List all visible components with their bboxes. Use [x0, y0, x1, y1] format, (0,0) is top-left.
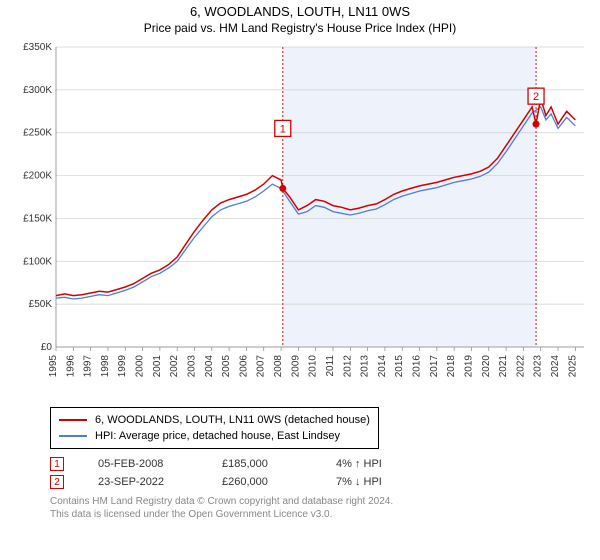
- legend-label-1: 6, WOODLANDS, LOUTH, LN11 0WS (detached …: [95, 414, 370, 426]
- sale-date-1: 05-FEB-2008: [98, 458, 188, 470]
- sale-marker-2: 2: [50, 475, 64, 489]
- svg-text:1998: 1998: [100, 355, 111, 378]
- sale-price-2: £260,000: [222, 476, 302, 488]
- sale-delta-2: 7% ↓ HPI: [336, 476, 426, 488]
- svg-text:2013: 2013: [360, 355, 371, 378]
- footer-line-2: This data is licensed under the Open Gov…: [50, 508, 590, 521]
- svg-text:1995: 1995: [48, 355, 59, 378]
- footer-line-1: Contains HM Land Registry data © Crown c…: [50, 495, 590, 508]
- legend-swatch-1: [59, 419, 87, 421]
- svg-text:2009: 2009: [290, 355, 301, 378]
- sale-events: 1 05-FEB-2008 £185,000 4% ↑ HPI 2 23-SEP…: [50, 457, 590, 489]
- svg-text:1: 1: [280, 123, 286, 135]
- sale-marker-1: 1: [50, 457, 64, 471]
- svg-text:2025: 2025: [567, 355, 578, 378]
- svg-text:2005: 2005: [221, 355, 232, 378]
- svg-text:2018: 2018: [446, 355, 457, 378]
- svg-text:2008: 2008: [273, 355, 284, 378]
- svg-text:2007: 2007: [256, 355, 267, 378]
- legend: 6, WOODLANDS, LOUTH, LN11 0WS (detached …: [50, 407, 379, 449]
- svg-text:£300K: £300K: [23, 85, 52, 96]
- svg-text:2023: 2023: [533, 355, 544, 378]
- svg-text:2022: 2022: [515, 355, 526, 378]
- legend-row-2: HPI: Average price, detached house, East…: [59, 428, 370, 444]
- svg-text:2011: 2011: [325, 355, 336, 377]
- svg-text:2016: 2016: [412, 355, 423, 378]
- svg-text:2014: 2014: [377, 355, 388, 378]
- svg-text:2002: 2002: [169, 355, 180, 378]
- svg-text:1999: 1999: [117, 355, 128, 378]
- svg-text:2017: 2017: [429, 355, 440, 378]
- svg-text:2003: 2003: [186, 355, 197, 378]
- chart-title: 6, WOODLANDS, LOUTH, LN11 0WS: [10, 4, 590, 19]
- svg-text:£200K: £200K: [23, 171, 52, 182]
- svg-text:2012: 2012: [342, 355, 353, 378]
- chart-title-block: 6, WOODLANDS, LOUTH, LN11 0WS Price paid…: [10, 4, 590, 35]
- svg-text:2021: 2021: [498, 355, 509, 378]
- chart-subtitle: Price paid vs. HM Land Registry's House …: [10, 21, 590, 35]
- svg-text:2: 2: [533, 91, 539, 103]
- svg-text:2024: 2024: [550, 355, 561, 378]
- svg-text:£250K: £250K: [23, 128, 52, 139]
- svg-text:£0: £0: [41, 342, 53, 353]
- svg-text:1997: 1997: [83, 355, 94, 378]
- svg-text:2000: 2000: [135, 355, 146, 378]
- svg-text:£100K: £100K: [23, 256, 52, 267]
- svg-text:£350K: £350K: [23, 42, 52, 53]
- svg-text:2010: 2010: [308, 355, 319, 378]
- svg-text:2019: 2019: [463, 355, 474, 378]
- sale-delta-1: 4% ↑ HPI: [336, 458, 426, 470]
- sale-date-2: 23-SEP-2022: [98, 476, 188, 488]
- price-chart: £0 £50K £100K £150K £200K £250K £300K £350K 1995…: [10, 41, 590, 401]
- svg-text:£50K: £50K: [29, 299, 53, 310]
- svg-text:2006: 2006: [238, 355, 249, 378]
- svg-text:1996: 1996: [65, 355, 76, 378]
- legend-label-2: HPI: Average price, detached house, East…: [95, 430, 340, 442]
- legend-swatch-2: [59, 435, 87, 437]
- sale-row-2: 2 23-SEP-2022 £260,000 7% ↓ HPI: [50, 475, 590, 489]
- sale-row-1: 1 05-FEB-2008 £185,000 4% ↑ HPI: [50, 457, 590, 471]
- svg-text:£150K: £150K: [23, 213, 52, 224]
- svg-text:2004: 2004: [204, 355, 215, 378]
- svg-text:2001: 2001: [152, 355, 163, 378]
- svg-text:2020: 2020: [481, 355, 492, 378]
- svg-text:2015: 2015: [394, 355, 405, 378]
- legend-row-1: 6, WOODLANDS, LOUTH, LN11 0WS (detached …: [59, 412, 370, 428]
- sale-price-1: £185,000: [222, 458, 302, 470]
- footer-attribution: Contains HM Land Registry data © Crown c…: [50, 495, 590, 521]
